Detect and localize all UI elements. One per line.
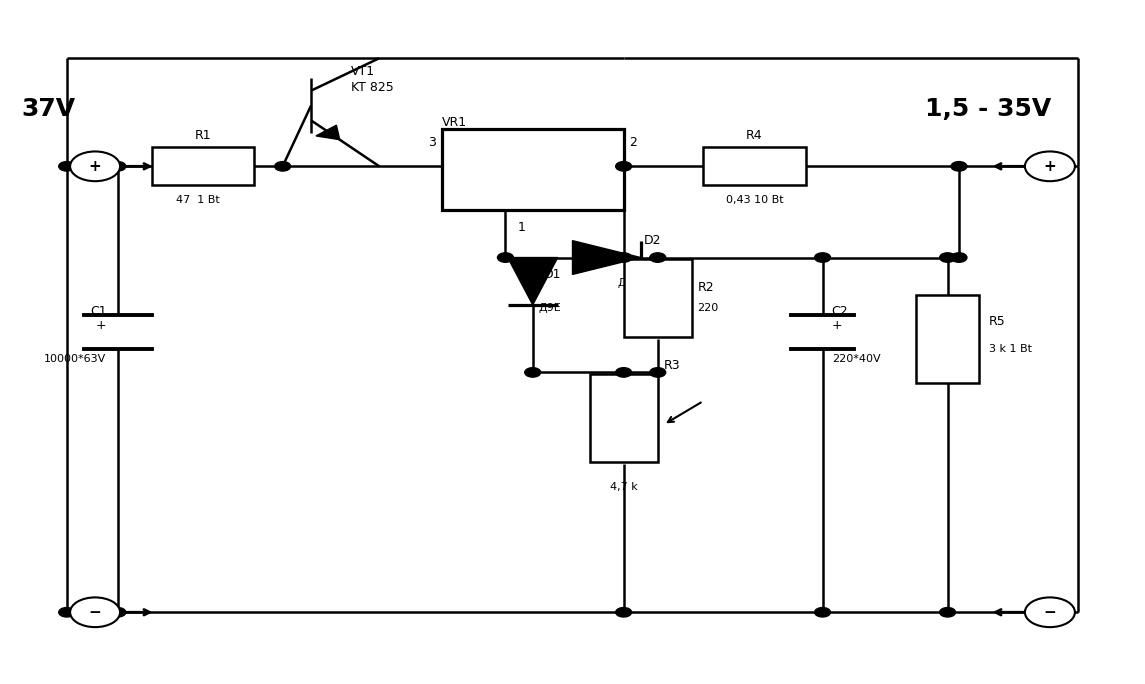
Circle shape bbox=[497, 253, 513, 262]
Text: 4,7 k: 4,7 k bbox=[610, 482, 638, 492]
Polygon shape bbox=[572, 241, 641, 274]
Text: 220*40V: 220*40V bbox=[831, 354, 881, 364]
Circle shape bbox=[70, 597, 120, 627]
Text: 10000*63V: 10000*63V bbox=[45, 354, 106, 364]
Circle shape bbox=[814, 253, 830, 262]
Text: 220: 220 bbox=[697, 303, 719, 313]
Text: KT 825: KT 825 bbox=[350, 81, 394, 94]
Circle shape bbox=[650, 253, 665, 262]
Text: +: + bbox=[831, 319, 843, 332]
Circle shape bbox=[1025, 151, 1075, 181]
Text: D2: D2 bbox=[645, 234, 662, 247]
Text: VR1: VR1 bbox=[442, 116, 467, 129]
Text: R2: R2 bbox=[697, 281, 714, 294]
Text: 47  1 Bt: 47 1 Bt bbox=[175, 195, 220, 205]
Text: ADJ: ADJ bbox=[523, 192, 543, 202]
Bar bbox=[703, 148, 806, 185]
Text: +: + bbox=[96, 319, 106, 332]
Circle shape bbox=[58, 607, 74, 617]
Circle shape bbox=[275, 161, 291, 171]
Text: 3 k 1 Bt: 3 k 1 Bt bbox=[988, 344, 1032, 354]
Circle shape bbox=[524, 368, 540, 377]
Circle shape bbox=[814, 607, 830, 617]
Circle shape bbox=[951, 253, 966, 262]
Text: 0,43 10 Bt: 0,43 10 Bt bbox=[726, 195, 783, 205]
Text: LM 317T: LM 317T bbox=[503, 146, 562, 159]
Text: Д9Е: Д9Е bbox=[618, 278, 641, 288]
Polygon shape bbox=[316, 125, 340, 140]
Text: D1: D1 bbox=[544, 268, 561, 281]
Bar bbox=[624, 259, 692, 337]
Circle shape bbox=[940, 607, 956, 617]
Text: 3: 3 bbox=[428, 136, 436, 149]
Text: 1: 1 bbox=[518, 221, 526, 234]
Circle shape bbox=[616, 161, 632, 171]
Text: C2: C2 bbox=[831, 305, 848, 318]
Text: R4: R4 bbox=[747, 129, 763, 142]
Circle shape bbox=[70, 151, 120, 181]
Circle shape bbox=[650, 368, 665, 377]
Circle shape bbox=[110, 607, 126, 617]
Text: IN: IN bbox=[453, 141, 465, 151]
Bar bbox=[916, 295, 979, 382]
Text: Д9Е: Д9Е bbox=[538, 303, 561, 313]
Circle shape bbox=[616, 253, 632, 262]
Circle shape bbox=[616, 368, 632, 377]
Circle shape bbox=[1025, 597, 1075, 627]
Text: VT1: VT1 bbox=[350, 65, 374, 78]
Text: R1: R1 bbox=[195, 129, 212, 142]
Text: 1,5 - 35V: 1,5 - 35V bbox=[925, 97, 1051, 121]
Circle shape bbox=[616, 607, 632, 617]
Circle shape bbox=[940, 253, 956, 262]
Bar bbox=[152, 148, 254, 185]
Bar bbox=[442, 129, 624, 210]
Text: 2: 2 bbox=[630, 136, 638, 149]
Text: +: + bbox=[1043, 159, 1057, 174]
Text: 37V: 37V bbox=[22, 97, 76, 121]
Polygon shape bbox=[507, 258, 558, 305]
Bar bbox=[590, 374, 657, 462]
Text: +: + bbox=[88, 159, 102, 174]
Circle shape bbox=[951, 161, 966, 171]
Text: −: − bbox=[88, 605, 102, 620]
Text: R5: R5 bbox=[988, 315, 1005, 328]
Text: R3: R3 bbox=[663, 359, 680, 372]
Text: −: − bbox=[1043, 605, 1057, 620]
Circle shape bbox=[110, 161, 126, 171]
Text: C1: C1 bbox=[89, 305, 106, 318]
Circle shape bbox=[58, 161, 74, 171]
Text: OUT: OUT bbox=[589, 141, 613, 151]
